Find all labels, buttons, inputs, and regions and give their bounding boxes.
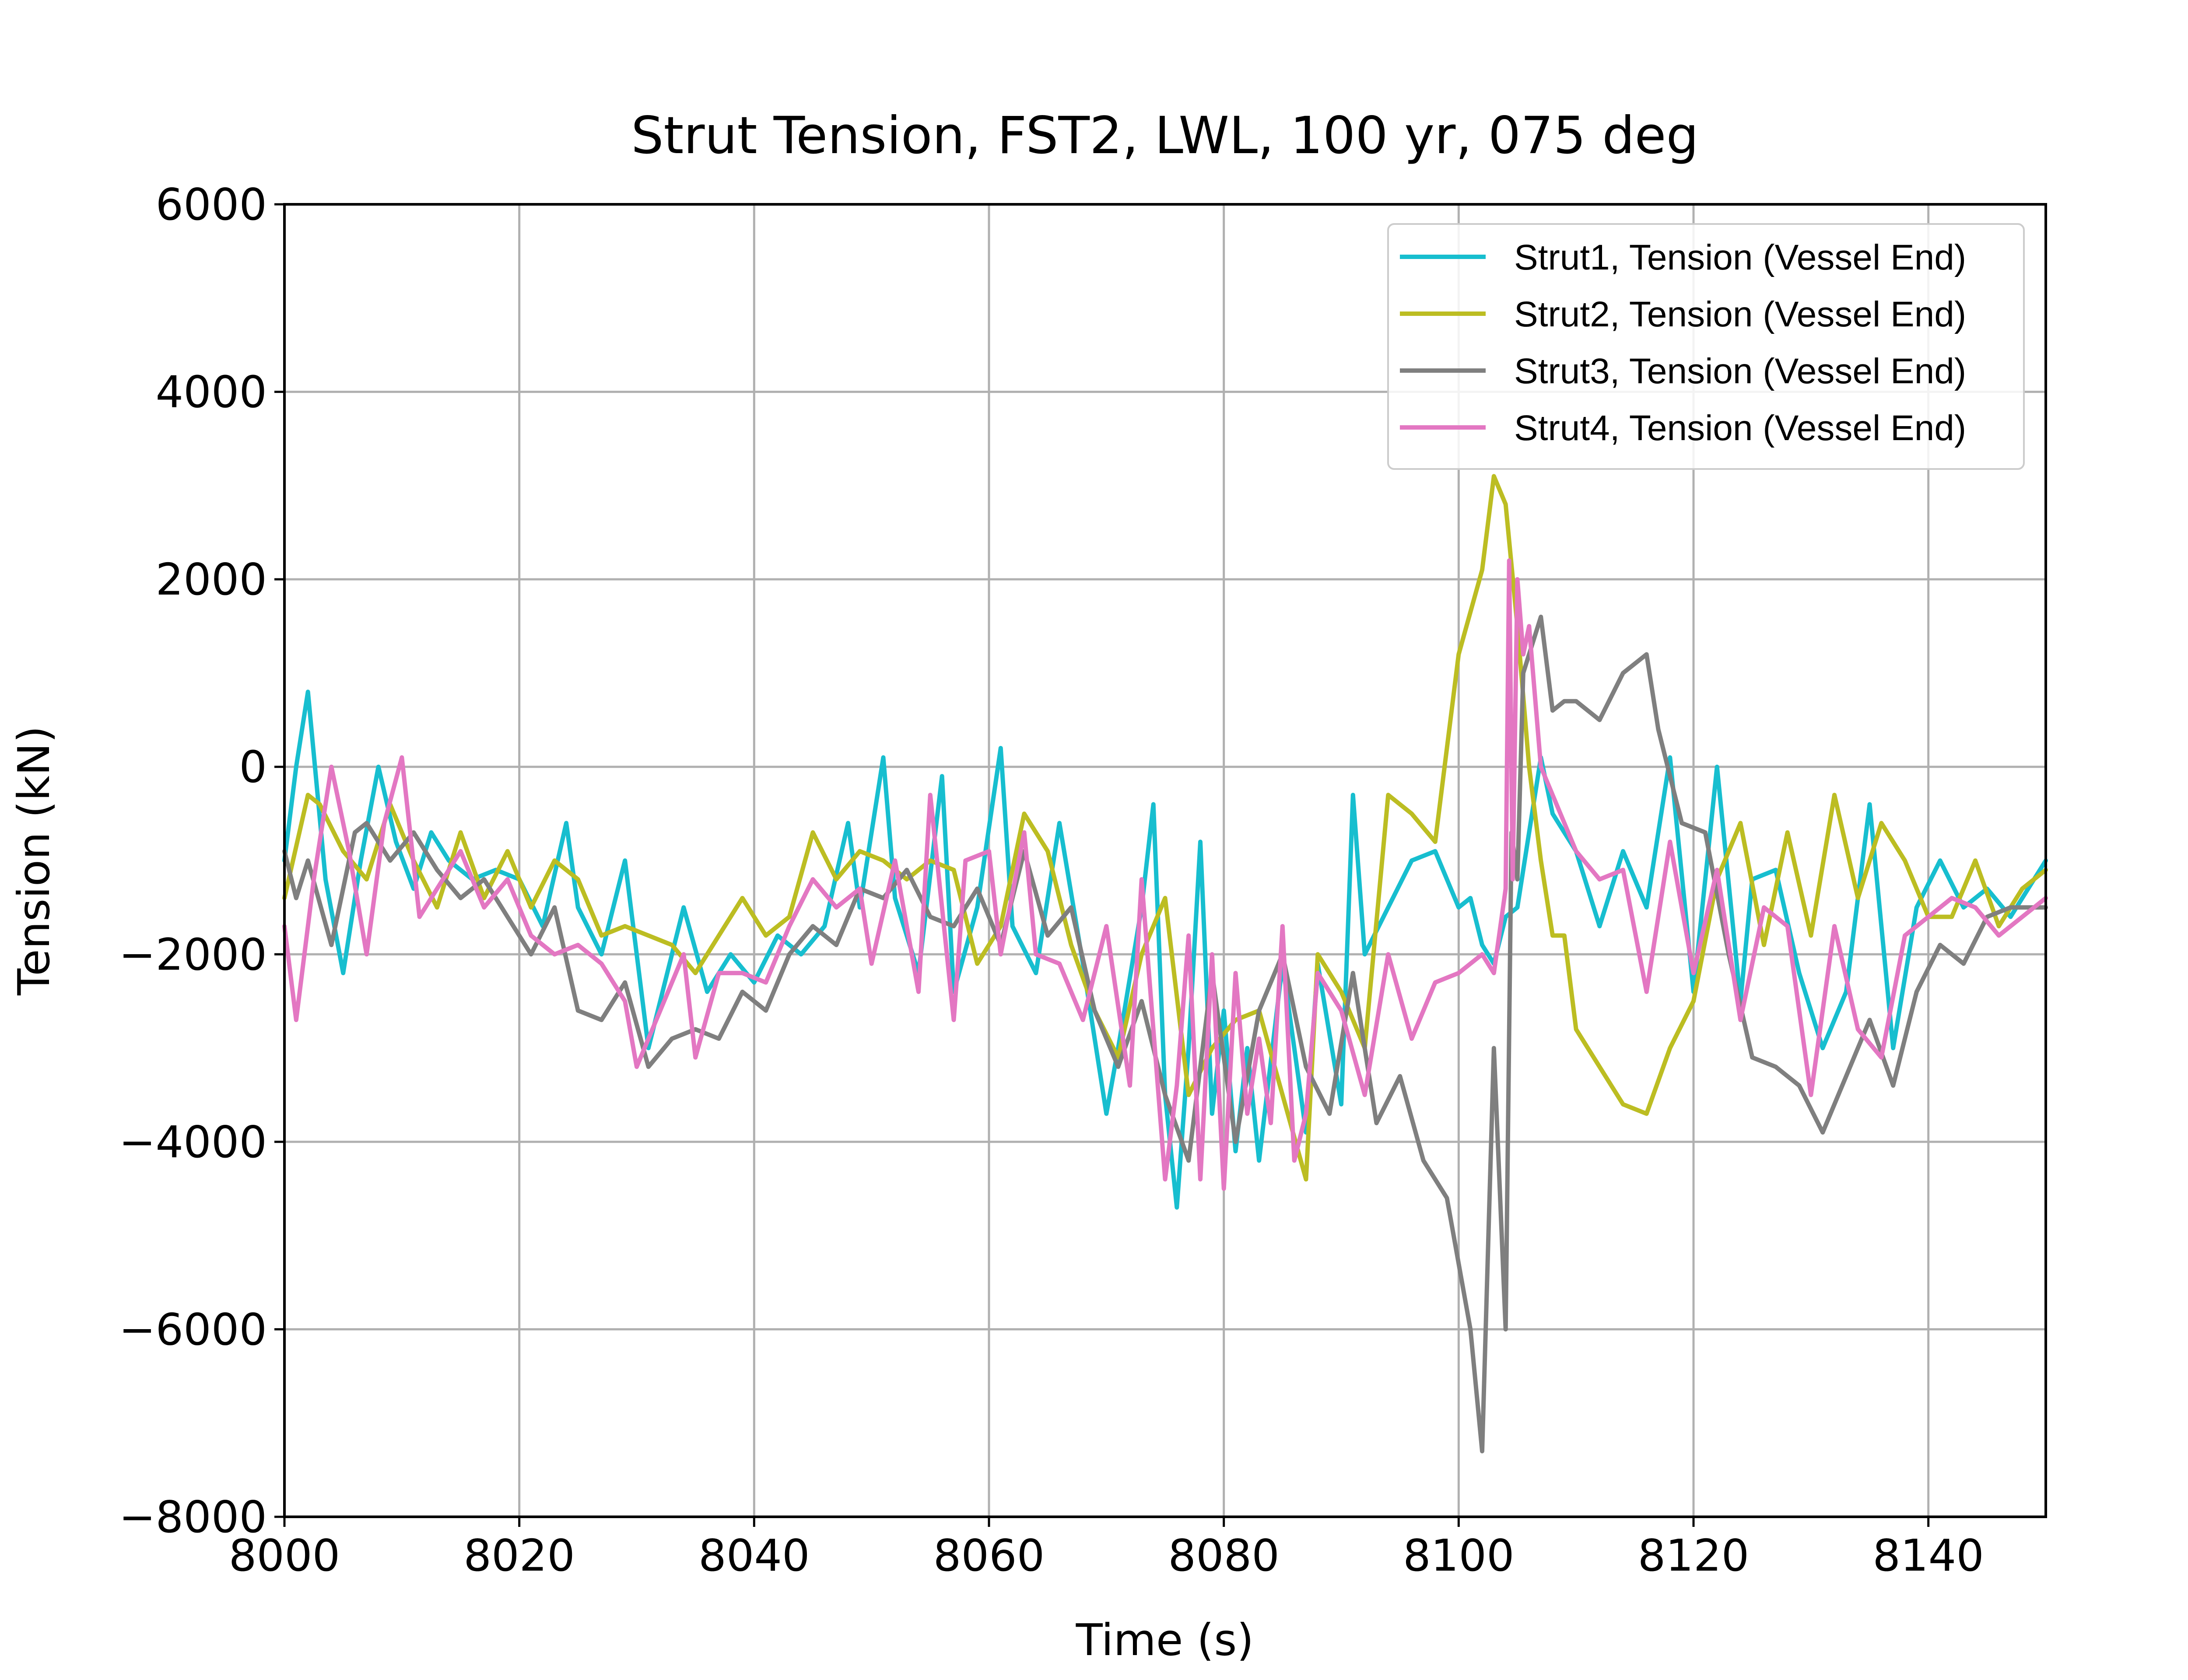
y-tick-label: −8000 [119,1491,267,1543]
x-tick-label: 8020 [463,1530,575,1581]
y-tick-label: −2000 [119,929,267,980]
y-tick-label: 4000 [156,367,267,418]
series-line-strut2 [282,474,2048,1182]
legend: Strut1, Tension (Vessel End) Strut2, Tens… [1387,223,2025,470]
y-tick-label: 0 [239,742,267,793]
x-tick-label: 8140 [1872,1530,1984,1581]
series-line-strut3 [282,614,2048,1453]
plot-frame [283,203,2047,1518]
x-tick-label: 8000 [229,1530,340,1581]
x-axis-label: Time (s) [1076,1614,1254,1666]
x-tick-label: 8080 [1168,1530,1280,1581]
chart-title: Strut Tension, FST2, LWL, 100 yr, 075 de… [631,105,1699,165]
y-tick-label: 2000 [156,554,267,605]
series-layer [282,474,2048,1453]
legend-label: Strut4, Tension (Vessel End) [1514,408,1966,448]
legend-label: Strut2, Tension (Vessel End) [1514,294,1966,334]
series-line-strut4 [282,558,2048,1191]
x-tick-label: 8100 [1403,1530,1515,1581]
axis-ticks: 8000 8020 8040 8060 8080 8100 8120 8140 −8000 −60… [119,179,1984,1581]
y-tick-label: −4000 [119,1116,267,1168]
series-line-strut1 [282,690,2048,1210]
x-tick-label: 8060 [933,1530,1045,1581]
y-tick-label: −6000 [119,1304,267,1355]
legend-label: Strut3, Tension (Vessel End) [1514,351,1966,391]
x-tick-label: 8120 [1638,1530,1750,1581]
y-tick-label: 6000 [156,179,267,230]
y-axis-label: Tension (kN) [8,726,60,996]
legend-label: Strut1, Tension (Vessel End) [1514,238,1966,277]
x-tick-label: 8040 [698,1530,810,1581]
legend-box [1387,223,2025,470]
